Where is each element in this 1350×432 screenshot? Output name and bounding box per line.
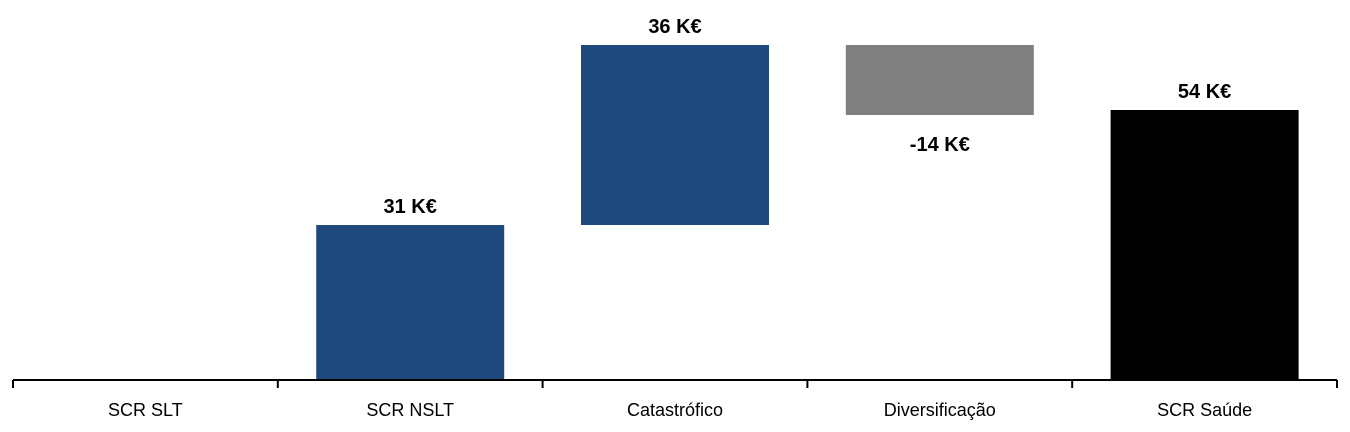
- bar-diversificacao: [845, 45, 1034, 115]
- data-labels-group: 31 K€ 36 K€ -14 K€ 54 K€: [384, 16, 1232, 218]
- bar-catastrofico: [581, 45, 769, 225]
- tick-label-scr-slt: SCR SLT: [108, 400, 183, 420]
- tick-label-scr-nslt: SCR NSLT: [366, 400, 454, 420]
- bar-scr-saude: [1110, 110, 1299, 380]
- data-label-catastrofico: 36 K€: [648, 16, 701, 38]
- bars-group: [316, 45, 1299, 380]
- x-axis: SCR SLT SCR NSLT Catastrófico Diversificaçã…: [12, 379, 1338, 420]
- data-label-diversificacao: -14 K€: [910, 134, 970, 156]
- tick-label-diversificacao: Diversificação: [884, 400, 996, 420]
- data-label-scr-nslt: 31 K€: [384, 196, 437, 218]
- bar-scr-nslt: [316, 225, 505, 380]
- tick-label-catastrofico: Catastrófico: [627, 400, 723, 420]
- tick-label-scr-saude: SCR Saúde: [1157, 400, 1252, 420]
- data-label-scr-saude: 54 K€: [1178, 81, 1231, 103]
